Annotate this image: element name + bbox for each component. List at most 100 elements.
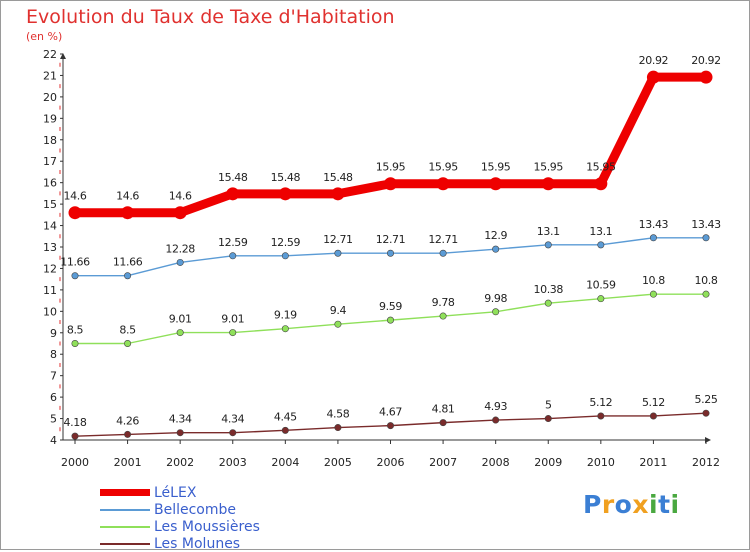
data-point-bellecombe xyxy=(124,272,132,280)
data-point-les-molunes xyxy=(229,429,237,437)
x-tick-label: 2005 xyxy=(324,456,352,469)
data-point-bellecombe xyxy=(176,258,184,266)
data-label-les-molunes: 5.25 xyxy=(695,393,718,406)
x-tick-label: 2009 xyxy=(534,456,562,469)
data-label-bellecombe: 11.66 xyxy=(113,256,143,269)
data-label-les-molunes: 5.12 xyxy=(642,396,665,409)
legend-swatch-les-molunes xyxy=(100,542,150,545)
data-label-les-moussieres: 8.5 xyxy=(119,324,136,337)
data-label-les-molunes: 4.58 xyxy=(326,408,349,421)
data-label-lelex: 15.48 xyxy=(323,171,353,184)
y-tick-label: 14 xyxy=(43,220,57,233)
data-point-les-moussieres xyxy=(71,339,79,347)
data-point-les-molunes xyxy=(71,432,79,440)
data-point-lelex xyxy=(699,70,713,84)
data-label-les-molunes: 4.45 xyxy=(274,410,297,423)
data-point-les-moussieres xyxy=(281,325,289,333)
y-tick-label: 13 xyxy=(43,241,57,254)
legend-item-les-moussieres[interactable]: Les Moussières xyxy=(100,518,260,535)
data-point-les-molunes xyxy=(124,430,132,438)
data-point-les-moussieres xyxy=(176,329,184,337)
data-point-lelex xyxy=(594,177,608,191)
data-label-bellecombe: 13.43 xyxy=(639,218,669,231)
y-tick-label: 21 xyxy=(43,69,57,82)
y-tick-label: 22 xyxy=(43,48,57,61)
y-tick-label: 15 xyxy=(43,198,57,211)
data-point-les-moussieres xyxy=(649,290,657,298)
logo-letter: o xyxy=(614,490,633,519)
data-point-lelex xyxy=(68,206,82,220)
x-tick-label: 2001 xyxy=(114,456,142,469)
logo-letter: r xyxy=(601,490,615,519)
data-label-les-molunes: 5.12 xyxy=(589,396,612,409)
x-tick-label: 2011 xyxy=(639,456,667,469)
data-label-les-molunes: 4.93 xyxy=(484,400,507,413)
y-tick-label: 10 xyxy=(43,305,57,318)
data-point-bellecombe xyxy=(702,234,710,242)
legend-item-bellecombe[interactable]: Bellecombe xyxy=(100,501,260,518)
legend-swatch-les-moussieres xyxy=(100,525,150,528)
data-label-lelex: 20.92 xyxy=(691,54,721,67)
data-point-lelex xyxy=(226,187,240,201)
data-label-lelex: 20.92 xyxy=(639,54,669,67)
data-point-les-moussieres xyxy=(597,295,605,303)
y-tick-label: 4 xyxy=(50,434,57,447)
data-label-les-moussieres: 9.59 xyxy=(379,300,402,313)
legend-item-les-molunes[interactable]: Les Molunes xyxy=(100,535,260,552)
data-label-les-moussieres: 9.78 xyxy=(432,296,455,309)
legend-swatch-lelex xyxy=(100,489,150,496)
data-point-les-moussieres xyxy=(334,320,342,328)
data-point-les-moussieres xyxy=(386,316,394,324)
y-tick-label: 11 xyxy=(43,284,57,297)
data-point-les-molunes xyxy=(176,429,184,437)
data-label-lelex: 14.6 xyxy=(169,190,192,203)
data-point-bellecombe xyxy=(439,249,447,257)
logo-letter: P xyxy=(583,490,602,519)
data-point-les-molunes xyxy=(281,426,289,434)
y-tick-label: 7 xyxy=(50,370,57,383)
legend-item-lelex[interactable]: LéLEX xyxy=(100,484,260,501)
x-tick-label: 2012 xyxy=(692,456,720,469)
x-tick-label: 2002 xyxy=(166,456,194,469)
data-point-lelex xyxy=(646,70,660,84)
data-label-les-moussieres: 8.5 xyxy=(67,324,84,337)
data-label-les-moussieres: 10.59 xyxy=(586,279,616,292)
logo-letter: i xyxy=(649,490,659,519)
data-point-bellecombe xyxy=(597,241,605,249)
data-label-bellecombe: 12.59 xyxy=(271,236,301,249)
chart-title: Evolution du Taux de Taxe d'Habitation xyxy=(26,6,395,28)
data-point-bellecombe xyxy=(544,241,552,249)
x-tick-label: 2006 xyxy=(377,456,405,469)
data-label-les-moussieres: 9.98 xyxy=(484,292,507,305)
legend-swatch-bellecombe xyxy=(100,508,150,511)
y-axis-arrow xyxy=(60,53,66,59)
data-label-les-molunes: 4.18 xyxy=(64,416,87,429)
x-tick-label: 2000 xyxy=(61,456,89,469)
y-tick-label: 17 xyxy=(43,155,57,168)
y-tick-label: 18 xyxy=(43,134,57,147)
data-point-lelex xyxy=(121,206,135,220)
data-point-les-moussieres xyxy=(439,312,447,320)
data-label-lelex: 15.48 xyxy=(218,171,248,184)
data-point-les-molunes xyxy=(649,412,657,420)
data-point-bellecombe xyxy=(649,234,657,242)
data-label-lelex: 14.6 xyxy=(64,190,87,203)
data-point-lelex xyxy=(384,177,397,191)
legend-label-les-molunes: Les Molunes xyxy=(154,535,241,552)
data-label-les-molunes: 4.34 xyxy=(169,413,192,426)
x-tick-label: 2004 xyxy=(271,456,299,469)
data-point-bellecombe xyxy=(281,252,289,260)
data-label-bellecombe: 12.71 xyxy=(376,233,406,246)
data-label-bellecombe: 11.66 xyxy=(60,256,90,269)
legend: LéLEX Bellecombe Les Moussières Les Molu… xyxy=(100,484,260,552)
data-label-bellecombe: 12.9 xyxy=(484,229,507,242)
y-tick-label: 12 xyxy=(43,262,57,275)
data-point-lelex xyxy=(278,187,292,201)
y-tick-label: 6 xyxy=(50,391,57,404)
y-tick-label: 20 xyxy=(43,91,57,104)
legend-label-bellecombe: Bellecombe xyxy=(154,501,237,518)
data-label-les-molunes: 4.34 xyxy=(221,413,244,426)
data-label-bellecombe: 12.59 xyxy=(218,236,248,249)
data-point-les-molunes xyxy=(439,419,447,427)
